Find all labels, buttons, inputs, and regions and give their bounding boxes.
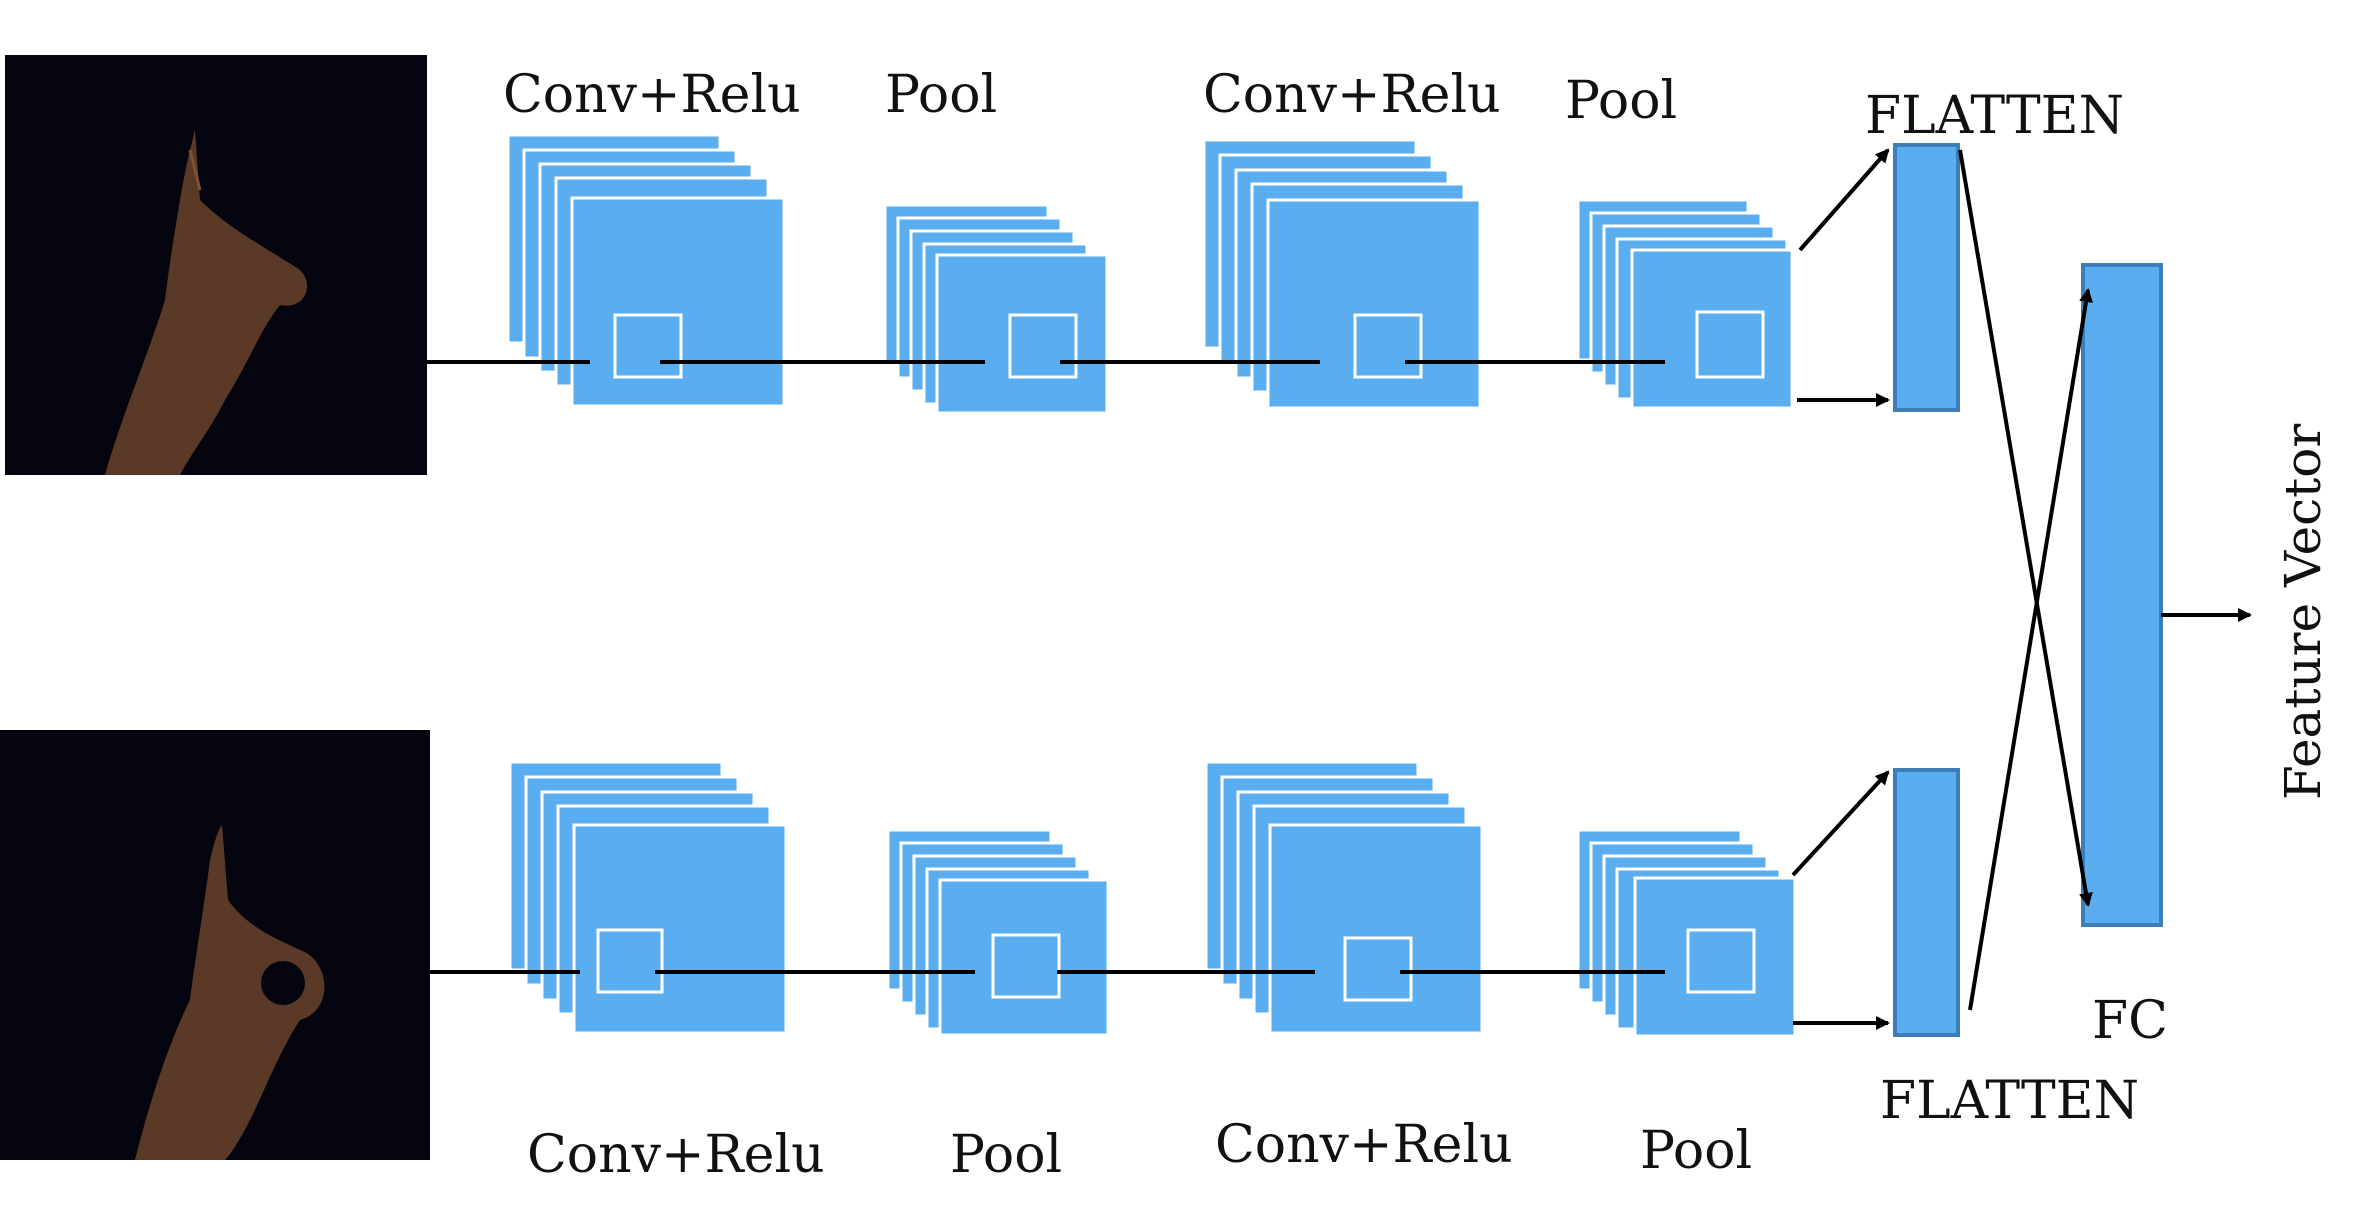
bottom-conv2-maps <box>1204 760 1484 1035</box>
top-input-image <box>5 55 427 475</box>
kernel-window <box>991 933 1061 999</box>
top-conv1-label: Conv+Relu <box>503 65 801 125</box>
top-pool1-maps <box>883 203 1109 415</box>
bottom-flatten-bar <box>1893 768 1960 1037</box>
kernel-window <box>1686 928 1756 994</box>
top-pool2-maps <box>1576 198 1794 410</box>
fc-cross-arrows <box>1958 149 2093 1011</box>
bottom-flatten-label: FLATTEN <box>1880 1071 2139 1131</box>
flatten-arrows <box>1791 148 1890 1030</box>
kernel-window <box>613 313 683 379</box>
kernel-window <box>1343 936 1413 1002</box>
bottom-conv1-maps <box>508 760 788 1035</box>
kernel-window <box>1353 313 1423 379</box>
bottom-pool1-label: Pool <box>950 1125 1062 1185</box>
top-pool1-label: Pool <box>885 65 997 125</box>
bottom-pool2-label: Pool <box>1640 1121 1752 1181</box>
hand-ok-sign-icon <box>135 825 325 1160</box>
bottom-input-image <box>0 730 430 1160</box>
bottom-conv2-label: Conv+Relu <box>1215 1115 1513 1175</box>
top-pool2-label: Pool <box>1565 71 1677 131</box>
top-conv1-maps <box>506 133 786 408</box>
hand-pointing-up-icon <box>105 130 308 475</box>
kernel-window <box>596 928 664 994</box>
kernel-window <box>1695 310 1765 379</box>
fc-bar <box>2081 263 2163 927</box>
bottom-pool2-maps <box>1576 828 1797 1038</box>
bottom-pool1-maps <box>886 828 1110 1037</box>
top-conv2-label: Conv+Relu <box>1203 65 1501 125</box>
fc-label: FC <box>2092 991 2168 1051</box>
top-conv2-maps <box>1202 138 1482 410</box>
top-flatten-bar <box>1893 143 1960 412</box>
feature-vector-label: Feature Vector <box>2274 424 2332 800</box>
bottom-conv1-label: Conv+Relu <box>527 1125 825 1185</box>
kernel-window <box>1008 313 1078 379</box>
top-flatten-label: FLATTEN <box>1865 86 2124 146</box>
